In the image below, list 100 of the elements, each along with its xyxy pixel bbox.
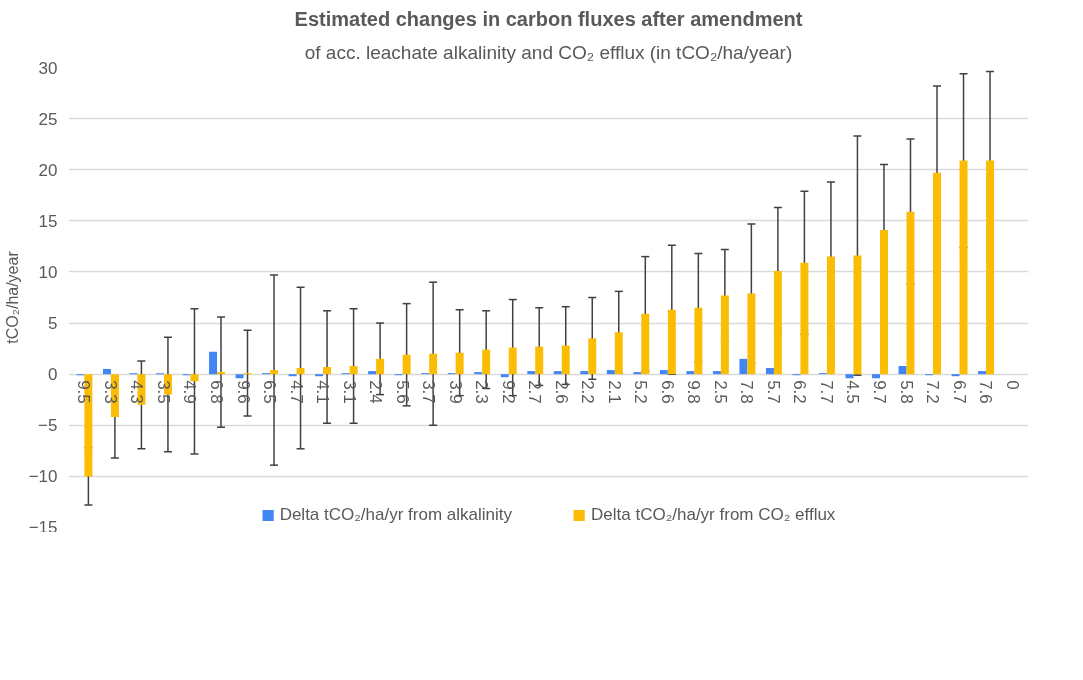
bar bbox=[429, 353, 438, 375]
x-tick-label: 5.6 bbox=[392, 380, 412, 404]
x-tick-label: 2.3 bbox=[472, 380, 492, 404]
y-tick-label: 5 bbox=[48, 314, 58, 334]
x-tick-label: 9.6 bbox=[233, 380, 253, 404]
x-tick-label: 3.1 bbox=[339, 380, 359, 404]
x-tick-label: 6.8 bbox=[207, 380, 227, 404]
bar bbox=[951, 374, 960, 377]
bar bbox=[288, 374, 297, 377]
y-tick-label: 15 bbox=[38, 211, 58, 231]
bar bbox=[270, 370, 278, 375]
y-tick-label: 30 bbox=[38, 58, 58, 78]
x-tick-label: 6.6 bbox=[657, 380, 677, 404]
bar bbox=[235, 374, 244, 379]
bar bbox=[527, 371, 536, 375]
bar bbox=[800, 262, 809, 375]
x-tick-label: 2.5 bbox=[710, 380, 730, 404]
legend-label: Delta tCO₂/ha/yr from alkalinity bbox=[279, 505, 513, 525]
bar bbox=[376, 358, 385, 375]
y-tick-label: −10 bbox=[28, 467, 58, 487]
bar bbox=[739, 358, 748, 375]
x-tick-label: 9.2 bbox=[498, 380, 518, 404]
x-tick-label: 7.2 bbox=[923, 380, 943, 404]
bar bbox=[853, 255, 862, 375]
x-tick-label: 4.7 bbox=[286, 380, 306, 404]
bar bbox=[879, 230, 888, 375]
y-tick-label: 25 bbox=[38, 109, 58, 129]
x-tick-label: 4.1 bbox=[313, 380, 333, 404]
x-tick-label: 2.1 bbox=[604, 380, 624, 404]
x-tick-label: 2.7 bbox=[525, 380, 545, 404]
x-tick-label: 5.2 bbox=[631, 380, 651, 404]
bar bbox=[323, 367, 332, 375]
x-tick-label: 0 bbox=[1002, 380, 1022, 390]
x-tick-label: 4.9 bbox=[180, 380, 200, 404]
bar bbox=[978, 371, 987, 375]
bar bbox=[588, 338, 597, 375]
bar bbox=[535, 346, 544, 375]
bar bbox=[641, 313, 650, 375]
bar bbox=[561, 345, 570, 375]
x-tick-label: 4.5 bbox=[843, 380, 863, 404]
y-tick-label: 10 bbox=[38, 262, 58, 282]
bar bbox=[553, 371, 562, 375]
x-tick-label: 7.8 bbox=[737, 380, 757, 404]
x-tick-label: 9.7 bbox=[869, 380, 889, 404]
chart-title: Estimated changes in carbon fluxes after amendment bbox=[294, 7, 803, 30]
x-tick-label: 2.6 bbox=[551, 380, 571, 404]
y-tick-label: 20 bbox=[38, 160, 58, 180]
x-tick-label: 5.7 bbox=[763, 380, 783, 404]
x-tick-label: 4.3 bbox=[127, 380, 147, 404]
x-tick-label: 9.8 bbox=[684, 380, 704, 404]
bar bbox=[686, 371, 695, 375]
chart-subtitle: of acc. leachate alkalinity and CO₂ efflux (in tCO₂/ha/year) bbox=[304, 41, 793, 63]
bar bbox=[614, 332, 623, 375]
bar bbox=[508, 347, 517, 375]
bar bbox=[826, 256, 835, 375]
bar bbox=[667, 309, 676, 375]
bar bbox=[209, 351, 218, 375]
x-tick-label: 6.2 bbox=[790, 380, 810, 404]
bar bbox=[633, 372, 642, 375]
bar bbox=[712, 371, 721, 375]
bar bbox=[349, 365, 358, 375]
bar bbox=[765, 368, 774, 375]
bar bbox=[659, 370, 668, 375]
x-tick-label: 5.8 bbox=[896, 380, 916, 404]
bar bbox=[773, 270, 782, 375]
bar bbox=[747, 293, 756, 375]
bar bbox=[606, 370, 615, 375]
bar bbox=[986, 160, 995, 375]
bar bbox=[315, 374, 324, 377]
bar bbox=[500, 374, 509, 378]
bar bbox=[102, 369, 111, 375]
x-tick-label: 9.5 bbox=[74, 380, 94, 404]
y-tick-label: 0 bbox=[48, 365, 58, 385]
bar bbox=[217, 372, 225, 375]
bar bbox=[190, 374, 199, 382]
x-tick-label: 3.5 bbox=[153, 380, 173, 404]
y-axis-title: tCO₂/ha/year bbox=[3, 250, 21, 344]
x-tick-label: 3.9 bbox=[445, 380, 465, 404]
bar bbox=[402, 354, 411, 375]
bar bbox=[455, 352, 464, 375]
bar bbox=[296, 368, 305, 375]
x-tick-label: 6.5 bbox=[260, 380, 280, 404]
x-tick-label: 2.2 bbox=[578, 380, 598, 404]
x-tick-label: 6.7 bbox=[949, 380, 969, 404]
bar bbox=[580, 371, 589, 375]
bar bbox=[720, 295, 729, 375]
bar bbox=[694, 307, 703, 375]
bar bbox=[368, 371, 377, 375]
x-tick-label: 3.3 bbox=[100, 380, 120, 404]
y-tick-label: −15 bbox=[28, 517, 58, 537]
y-tick-label: −5 bbox=[38, 416, 58, 436]
bar bbox=[898, 365, 907, 375]
bar bbox=[474, 372, 483, 375]
legend-label: Delta tCO₂/ha/yr from CO₂ efflux bbox=[591, 505, 836, 525]
bar bbox=[872, 374, 880, 379]
bar bbox=[933, 172, 941, 375]
bar bbox=[959, 160, 968, 375]
bar bbox=[482, 349, 491, 375]
x-tick-label: 7.7 bbox=[816, 380, 836, 404]
x-tick-label: 7.6 bbox=[976, 380, 996, 404]
